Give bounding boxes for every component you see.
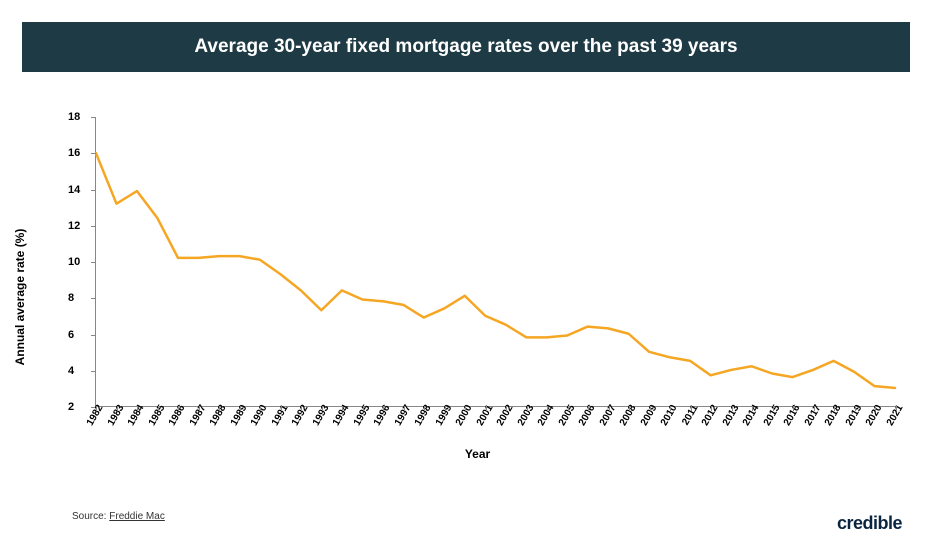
x-tick-mark bbox=[855, 406, 856, 411]
x-tick-mark bbox=[260, 406, 261, 411]
x-tick-mark bbox=[814, 406, 815, 411]
y-tick-label: 8 bbox=[68, 292, 74, 304]
x-tick-mark bbox=[793, 406, 794, 411]
x-tick-mark bbox=[773, 406, 774, 411]
x-axis-label: Year bbox=[465, 447, 490, 461]
x-tick-mark bbox=[342, 406, 343, 411]
line-chart-svg bbox=[96, 117, 895, 406]
x-tick-mark bbox=[445, 406, 446, 411]
x-tick-mark bbox=[281, 406, 282, 411]
x-tick-mark bbox=[465, 406, 466, 411]
y-tick-label: 14 bbox=[68, 184, 80, 196]
x-tick-mark bbox=[732, 406, 733, 411]
x-tick-mark bbox=[547, 406, 548, 411]
x-tick-mark bbox=[486, 406, 487, 411]
x-tick-mark bbox=[219, 406, 220, 411]
x-tick-mark bbox=[875, 406, 876, 411]
x-tick-mark bbox=[568, 406, 569, 411]
y-tick-mark bbox=[91, 298, 96, 299]
y-tick-mark bbox=[91, 190, 96, 191]
x-tick-mark bbox=[670, 406, 671, 411]
x-tick-mark bbox=[301, 406, 302, 411]
x-tick-mark bbox=[691, 406, 692, 411]
x-tick-mark bbox=[506, 406, 507, 411]
y-tick-mark bbox=[91, 262, 96, 263]
source-attribution: Source: Freddie Mac bbox=[72, 511, 165, 522]
x-tick-mark bbox=[117, 406, 118, 411]
y-tick-label: 6 bbox=[68, 329, 74, 341]
y-tick-label: 4 bbox=[68, 365, 74, 377]
source-link[interactable]: Freddie Mac bbox=[109, 511, 165, 522]
x-tick-mark bbox=[383, 406, 384, 411]
y-axis-label: Annual average rate (%) bbox=[13, 229, 27, 366]
x-tick-mark bbox=[609, 406, 610, 411]
y-tick-label: 10 bbox=[68, 256, 80, 268]
y-tick-label: 16 bbox=[68, 147, 80, 159]
y-tick-mark bbox=[91, 371, 96, 372]
y-tick-mark bbox=[91, 153, 96, 154]
plot-area: 2468101214161819821983198419851986198719… bbox=[95, 117, 895, 407]
y-tick-label: 12 bbox=[68, 220, 80, 232]
x-tick-mark bbox=[322, 406, 323, 411]
x-tick-mark bbox=[178, 406, 179, 411]
data-line bbox=[96, 153, 895, 388]
x-tick-mark bbox=[527, 406, 528, 411]
x-tick-mark bbox=[588, 406, 589, 411]
x-tick-mark bbox=[650, 406, 651, 411]
x-tick-mark bbox=[424, 406, 425, 411]
chart-title-banner: Average 30-year fixed mortgage rates ove… bbox=[22, 22, 910, 72]
x-tick-mark bbox=[752, 406, 753, 411]
y-tick-mark bbox=[91, 335, 96, 336]
x-tick-mark bbox=[896, 406, 897, 411]
y-tick-label: 2 bbox=[68, 401, 74, 413]
x-tick-mark bbox=[404, 406, 405, 411]
chart-title: Average 30-year fixed mortgage rates ove… bbox=[194, 36, 737, 57]
x-tick-mark bbox=[363, 406, 364, 411]
x-tick-mark bbox=[711, 406, 712, 411]
y-tick-label: 18 bbox=[68, 111, 80, 123]
x-tick-mark bbox=[199, 406, 200, 411]
chart-container: Annual average rate (%) 2468101214161819… bbox=[50, 107, 905, 487]
x-tick-mark bbox=[834, 406, 835, 411]
x-tick-mark bbox=[629, 406, 630, 411]
y-tick-mark bbox=[91, 117, 96, 118]
x-tick-mark bbox=[137, 406, 138, 411]
x-tick-mark bbox=[158, 406, 159, 411]
y-tick-mark bbox=[91, 226, 96, 227]
x-tick-mark bbox=[240, 406, 241, 411]
source-prefix: Source: bbox=[72, 511, 109, 522]
x-tick-mark bbox=[96, 406, 97, 411]
